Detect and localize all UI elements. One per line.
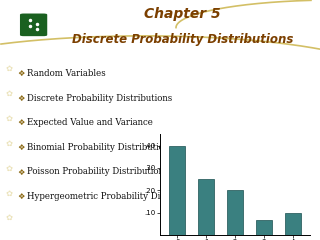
Text: Binomial Probability Distribution: Binomial Probability Distribution bbox=[27, 143, 169, 152]
Text: Expected Value and Variance: Expected Value and Variance bbox=[27, 118, 153, 127]
Bar bbox=[169, 146, 185, 235]
Text: ✿: ✿ bbox=[5, 89, 12, 98]
Text: Chapter 5: Chapter 5 bbox=[144, 7, 221, 21]
Text: ✿: ✿ bbox=[5, 188, 12, 197]
Text: Hypergeometric Probability Distribution: Hypergeometric Probability Distribution bbox=[27, 192, 203, 201]
Bar bbox=[198, 179, 214, 235]
Text: ✿: ✿ bbox=[5, 114, 12, 123]
Text: ❖: ❖ bbox=[17, 94, 25, 103]
Text: Poisson Probability Distribution: Poisson Probability Distribution bbox=[27, 168, 164, 176]
Text: Random Variables: Random Variables bbox=[27, 69, 106, 78]
Text: ✿: ✿ bbox=[5, 213, 12, 222]
Text: ✿: ✿ bbox=[5, 64, 12, 73]
Text: ✿: ✿ bbox=[5, 138, 12, 147]
FancyBboxPatch shape bbox=[21, 14, 46, 35]
Text: ❖: ❖ bbox=[17, 168, 25, 176]
Bar bbox=[227, 190, 243, 235]
Bar bbox=[256, 220, 272, 235]
Text: Discrete Probability Distributions: Discrete Probability Distributions bbox=[27, 94, 172, 103]
Text: ❖: ❖ bbox=[17, 69, 25, 78]
Bar bbox=[285, 213, 301, 235]
Text: Discrete Probability Distributions: Discrete Probability Distributions bbox=[72, 33, 293, 46]
Text: ✿: ✿ bbox=[5, 163, 12, 172]
Text: ❖: ❖ bbox=[17, 192, 25, 201]
Text: ❖: ❖ bbox=[17, 143, 25, 152]
Text: ❖: ❖ bbox=[17, 118, 25, 127]
